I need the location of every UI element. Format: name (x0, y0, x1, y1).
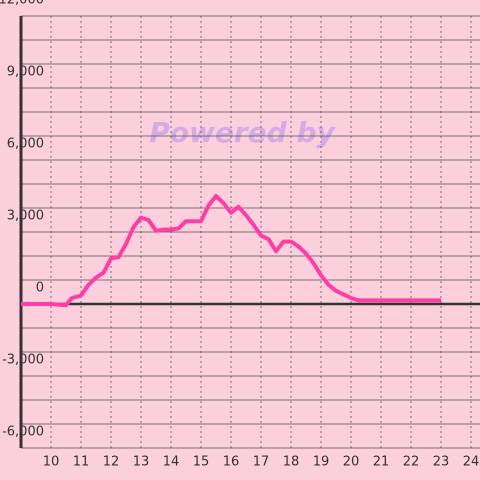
x-tick-label: 20 (343, 455, 360, 470)
y-tick-label: 9,000 (7, 65, 44, 80)
x-tick-label: 22 (403, 455, 420, 470)
y-tick-label: -3,000 (2, 353, 44, 368)
x-tick-label: 15 (193, 455, 210, 470)
y-tick-label: -6,000 (2, 425, 44, 440)
x-tick-label: 16 (223, 455, 240, 470)
watermark: Powered by (149, 116, 336, 149)
y-tick-label: 0 (36, 281, 44, 296)
x-tick-label: 19 (313, 455, 330, 470)
y-tick-label: 12,000 (0, 0, 44, 8)
x-tick-label: 12 (103, 455, 120, 470)
x-tick-label: 11 (73, 455, 90, 470)
x-tick-label: 14 (163, 455, 180, 470)
x-tick-label: 17 (253, 455, 270, 470)
x-tick-label: 21 (373, 455, 390, 470)
y-tick-label: 6,000 (7, 137, 44, 152)
y-tick-label: 3,000 (7, 209, 44, 224)
x-tick-label: 24 (463, 455, 480, 470)
data-line (21, 194, 441, 308)
x-tick-label: 18 (283, 455, 300, 470)
x-tick-label: 13 (133, 455, 150, 470)
x-tick-label: 23 (433, 455, 450, 470)
x-tick-label: 10 (43, 455, 60, 470)
